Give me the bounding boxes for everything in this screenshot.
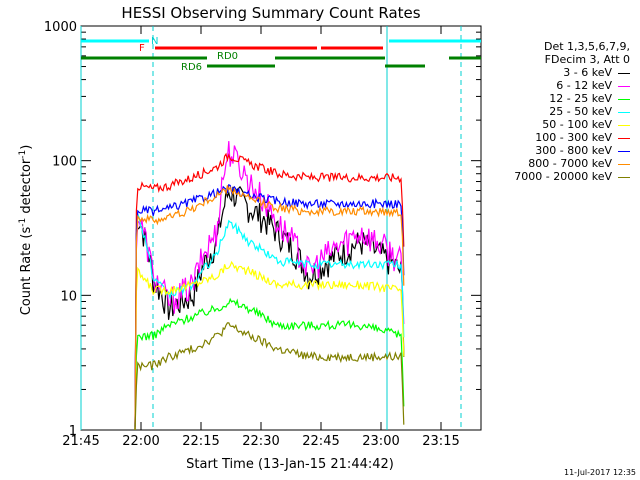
legend-item: 100 - 300 keV: [535, 131, 630, 144]
legend-item: 25 - 50 keV: [549, 105, 630, 118]
legend-item-label: 800 - 7000 keV: [528, 157, 612, 170]
legend-swatch: [618, 98, 630, 100]
night-label: N: [151, 36, 158, 47]
legend-swatch: [618, 163, 630, 165]
x-tick-label: 21:45: [62, 434, 99, 449]
y-tick-label: 1: [69, 424, 77, 439]
y-tick-label: 10: [60, 289, 77, 304]
legend-item-label: 3 - 6 keV: [563, 66, 612, 79]
legend-item: 800 - 7000 keV: [528, 157, 630, 170]
legend-item: 300 - 800 keV: [535, 144, 630, 157]
rd0-label: RD0: [217, 51, 238, 62]
x-axis-label: Start Time (13-Jan-15 21:44:42): [186, 457, 394, 472]
series-line-8: [134, 185, 405, 431]
legend-swatch: [618, 124, 630, 126]
y-tick-label: 100: [52, 155, 77, 170]
legend-swatch: [618, 111, 630, 113]
x-tick-label: 22:30: [242, 434, 279, 449]
rd6-label: RD6: [181, 62, 202, 73]
legend-item-label: 300 - 800 keV: [535, 144, 612, 157]
series-line-3: [134, 297, 405, 427]
flare-label: F: [139, 43, 145, 54]
legend-swatch: [618, 176, 630, 178]
x-tick-label: 22:00: [122, 434, 159, 449]
legend-item-label: 6 - 12 keV: [556, 79, 612, 92]
x-tick-label: 23:15: [422, 434, 459, 449]
x-tick-label: 22:15: [182, 434, 219, 449]
legend-item: 12 - 25 keV: [549, 92, 630, 105]
x-tick-label: 22:45: [302, 434, 339, 449]
chart-title: HESSI Observing Summary Count Rates: [121, 4, 420, 22]
legend-item-label: 12 - 25 keV: [549, 92, 612, 105]
series-line-5: [134, 260, 405, 431]
plot-area: 21:45 22:00 22:15 22:30 22:45 23:00 23:15 1 10 10…: [44, 20, 482, 449]
legend-item-label: 50 - 100 keV: [542, 118, 612, 131]
legend-header-1: Det 1,3,5,6,7,9,: [543, 40, 630, 53]
footer-date: 11-Jul-2017 12:35: [563, 468, 636, 477]
legend-item-label: 100 - 300 keV: [535, 131, 612, 144]
legend-item: 7000 - 20000 keV: [514, 170, 630, 183]
x-tick-label: 23:00: [362, 434, 399, 449]
series-line-7: [134, 183, 405, 428]
series-line-6: [134, 152, 405, 430]
legend-swatch: [618, 150, 630, 152]
series-line-1: [134, 185, 405, 431]
legend-header-2: FDecim 3, Att 0: [544, 53, 630, 66]
legend-item: 50 - 100 keV: [542, 118, 630, 131]
y-axis-label: Count Rate (s-1 detector-1): [18, 145, 34, 316]
legend-item: 3 - 6 keV: [563, 66, 630, 79]
legend-item-label: 25 - 50 keV: [549, 105, 612, 118]
series-line-2: [134, 141, 405, 425]
series-line-9: [134, 322, 405, 431]
legend-swatch: [618, 85, 630, 87]
legend-item-label: 7000 - 20000 keV: [514, 170, 612, 183]
y-tick-label: 1000: [44, 20, 77, 35]
legend-swatch: [618, 72, 630, 74]
svg-text:Count Rate (s-1 detector-1): Count Rate (s-1 detector-1): [18, 145, 34, 316]
legend-swatch: [618, 137, 630, 139]
legend-item: 6 - 12 keV: [556, 79, 630, 92]
